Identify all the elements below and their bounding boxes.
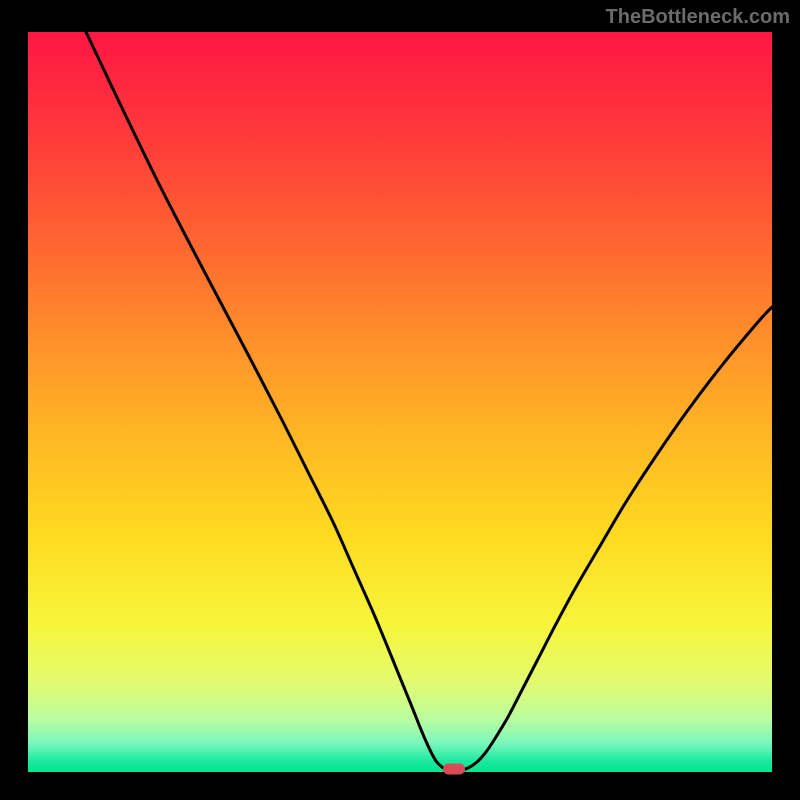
plot-area (28, 32, 772, 772)
curve-path (86, 32, 772, 770)
trough-marker (443, 764, 465, 775)
watermark-text: TheBottleneck.com (606, 6, 790, 29)
bottleneck-curve (28, 32, 772, 772)
